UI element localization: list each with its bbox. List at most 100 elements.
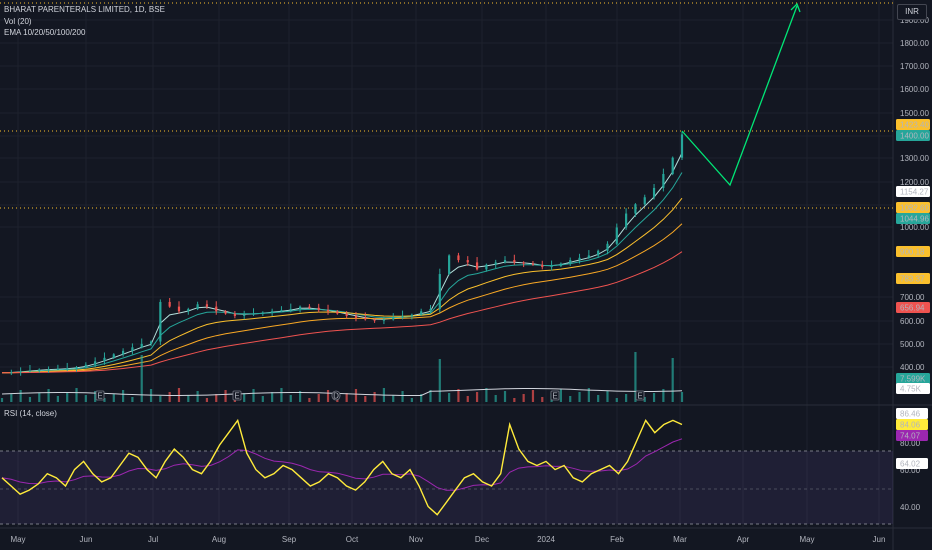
candle-body [94,361,97,365]
candle-body [531,263,535,265]
price-axis-label: 500.00 [900,340,925,349]
earnings-marker: E [95,390,105,401]
projection-line [681,5,798,187]
price-badge: 656.94 [896,302,930,313]
candle-body [606,243,609,251]
rsi-badge-bg [896,430,928,441]
candle-body [410,314,413,316]
time-axis-label: May [799,535,814,544]
rsi-line [1,418,683,516]
volume-bar [569,396,572,402]
candle-body [382,319,386,321]
earnings-marker-label: E [637,392,642,401]
volume-bar [531,390,535,402]
candle-body [298,306,302,309]
volume-bar [215,394,218,402]
candle-body [550,265,553,268]
earnings-marker-box [331,390,341,401]
candle-body [233,313,236,316]
candle-body [475,262,479,270]
volume-bar [280,388,283,402]
earnings-marker: D [331,390,341,401]
earnings-marker-label: E [97,392,102,401]
candle-body [559,263,563,266]
time-axis-label: Feb [610,535,624,544]
volume-bar [457,389,460,402]
candle-body [326,310,330,312]
time-axis-label: Dec [475,535,489,544]
volume-bar [606,391,609,402]
price-badge: 7.599K [896,373,930,384]
time-axis-label: Mar [673,535,687,544]
candle-body [597,250,600,256]
volume-bar [680,392,684,402]
time-axis-label: Oct [346,535,359,544]
volume-bar [168,392,171,402]
candle-body [19,371,22,373]
price-axis-label: 1200.00 [900,178,929,187]
volume-bar [196,391,199,402]
volume-bar [373,392,376,402]
price-axis-label: 700.00 [900,293,925,302]
price-badge: 4.75K [896,383,930,394]
earnings-marker-label: E [234,392,239,401]
candle-body [466,260,469,263]
volume-bar [485,388,488,402]
price-badge-bg [896,186,930,197]
volume-bar [522,394,525,402]
volume-bar [308,398,311,402]
candle-body [354,315,358,318]
volume-bar [140,355,143,402]
price-badge-label: 656.94 [900,304,925,313]
price-badge: 1423.40 [896,119,930,130]
candle-body [373,319,376,321]
candle-body [392,317,395,320]
volume-bar [0,398,4,402]
candle-body [196,304,199,309]
price-badge-bg [896,213,930,224]
volume-bar [448,393,451,402]
rsi-badge-bg [896,458,928,469]
price-badge-bg [896,130,930,141]
candle-body [652,187,656,198]
candle-body [149,341,153,344]
candle-body [177,306,181,312]
volume-bar [84,395,87,402]
time-axis-label: Nov [409,535,423,544]
volume-bar [429,390,432,402]
candle-body [662,173,665,188]
candle-body [401,315,404,318]
volume-bar [392,395,395,402]
volume-bar [177,388,181,402]
volume-bar [252,389,255,402]
candle-body [308,306,311,308]
price-badge: 1154.27 [896,186,930,197]
volume-bar [615,398,618,402]
ema20-line [1,172,683,374]
volume-bar [401,391,404,402]
price-axis-label: 1500.00 [900,109,929,118]
price-axis-label: 400.00 [900,363,925,372]
volume-bar [625,394,628,402]
candle-body [503,260,507,263]
ema-legend: EMA 10/20/50/100/200 [4,28,86,37]
price-badge-bg [896,302,930,313]
volume-bar [75,388,78,402]
candle-body [289,308,292,311]
volume-bar [587,388,590,402]
candle-body [187,308,190,312]
volume-ma-line [1,388,683,396]
candle-body [513,260,516,263]
candle-body [494,262,497,265]
currency-button[interactable]: INR [897,4,927,20]
rsi-badge-bg [896,419,928,430]
price-badge-bg [896,119,930,130]
rsi-ma-line [1,438,683,491]
time-axis-label: Jul [148,535,158,544]
price-badge-label: 7.599K [900,375,926,384]
candle-body [47,368,50,370]
time-axis-label: Sep [282,535,297,544]
candle-body [159,301,162,342]
ema200-line [2,251,683,374]
